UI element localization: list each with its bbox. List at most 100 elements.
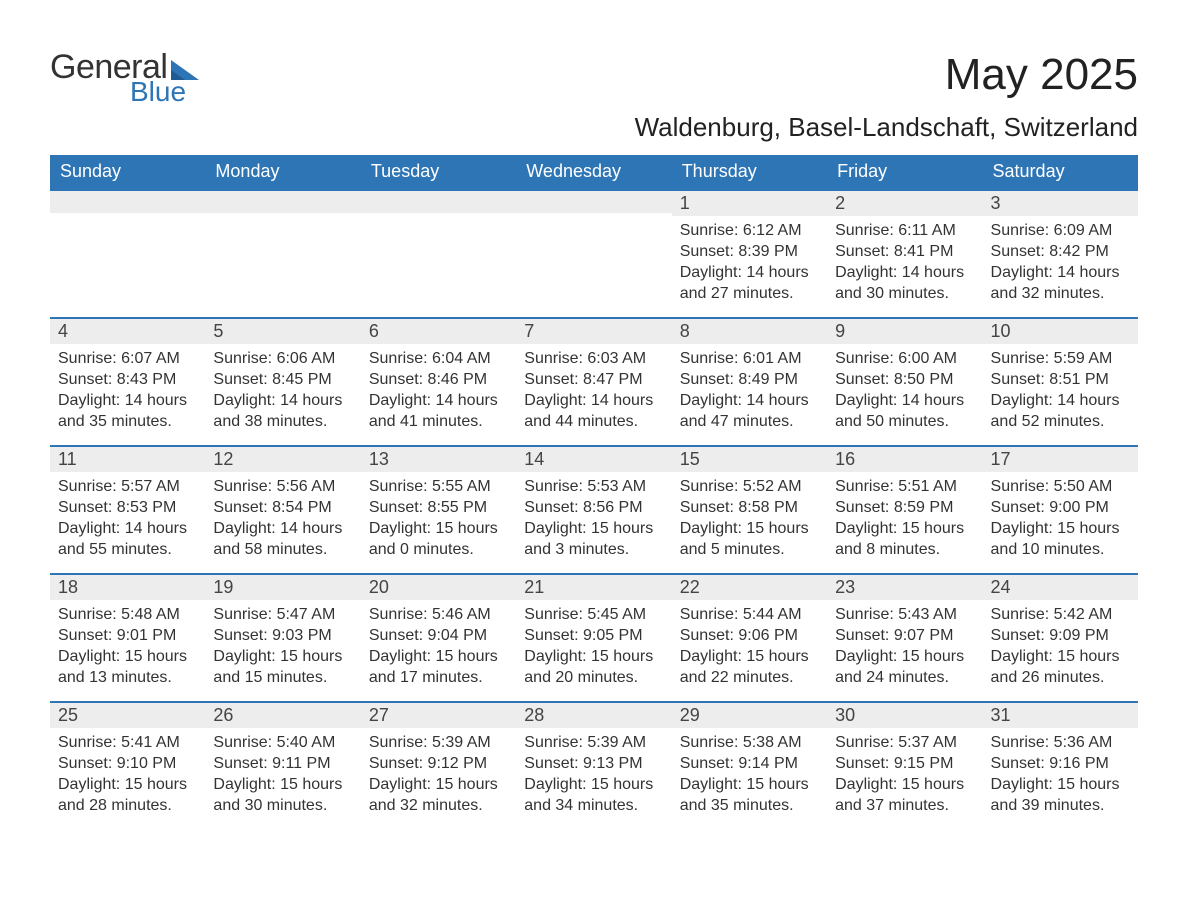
day-daylight2-line: and 41 minutes. — [369, 411, 508, 432]
day-number-bar: 21 — [516, 573, 671, 600]
day-number-bar: 2 — [827, 189, 982, 216]
day-sunrise-line: Sunrise: 5:47 AM — [213, 604, 352, 625]
calendar-cell: 8Sunrise: 6:01 AMSunset: 8:49 PMDaylight… — [672, 317, 827, 445]
location-subtitle: Waldenburg, Basel-Landschaft, Switzerlan… — [50, 112, 1138, 143]
day-number-bar: 29 — [672, 701, 827, 728]
day-sunrise-line: Sunrise: 5:38 AM — [680, 732, 819, 753]
day-sunset-line: Sunset: 8:54 PM — [213, 497, 352, 518]
day-daylight1-line: Daylight: 15 hours — [369, 646, 508, 667]
day-daylight1-line: Daylight: 15 hours — [524, 774, 663, 795]
day-sunrise-line: Sunrise: 5:44 AM — [680, 604, 819, 625]
day-sunrise-line: Sunrise: 5:36 AM — [991, 732, 1130, 753]
day-details: Sunrise: 6:07 AMSunset: 8:43 PMDaylight:… — [50, 344, 205, 432]
day-sunrise-line: Sunrise: 6:04 AM — [369, 348, 508, 369]
day-sunset-line: Sunset: 8:50 PM — [835, 369, 974, 390]
day-sunset-line: Sunset: 9:11 PM — [213, 753, 352, 774]
day-sunset-line: Sunset: 9:01 PM — [58, 625, 197, 646]
day-number-bar: 26 — [205, 701, 360, 728]
day-number-bar: 14 — [516, 445, 671, 472]
day-daylight2-line: and 20 minutes. — [524, 667, 663, 688]
day-header: Thursday — [672, 155, 827, 189]
day-sunrise-line: Sunrise: 6:00 AM — [835, 348, 974, 369]
day-sunrise-line: Sunrise: 5:41 AM — [58, 732, 197, 753]
day-number-bar: 16 — [827, 445, 982, 472]
day-details: Sunrise: 6:03 AMSunset: 8:47 PMDaylight:… — [516, 344, 671, 432]
day-sunset-line: Sunset: 9:14 PM — [680, 753, 819, 774]
day-details: Sunrise: 6:00 AMSunset: 8:50 PMDaylight:… — [827, 344, 982, 432]
day-daylight2-line: and 30 minutes. — [835, 283, 974, 304]
day-number-bar: 30 — [827, 701, 982, 728]
day-number-bar: 18 — [50, 573, 205, 600]
day-sunset-line: Sunset: 9:13 PM — [524, 753, 663, 774]
day-daylight1-line: Daylight: 15 hours — [835, 518, 974, 539]
calendar-cell: 26Sunrise: 5:40 AMSunset: 9:11 PMDayligh… — [205, 701, 360, 829]
day-details: Sunrise: 6:06 AMSunset: 8:45 PMDaylight:… — [205, 344, 360, 432]
day-number-bar: 25 — [50, 701, 205, 728]
calendar-table: Sunday Monday Tuesday Wednesday Thursday… — [50, 155, 1138, 829]
day-details: Sunrise: 6:01 AMSunset: 8:49 PMDaylight:… — [672, 344, 827, 432]
calendar-cell: 19Sunrise: 5:47 AMSunset: 9:03 PMDayligh… — [205, 573, 360, 701]
calendar-week-row: 11Sunrise: 5:57 AMSunset: 8:53 PMDayligh… — [50, 445, 1138, 573]
page-title: May 2025 — [945, 50, 1138, 100]
day-sunset-line: Sunset: 8:51 PM — [991, 369, 1130, 390]
day-details: Sunrise: 5:36 AMSunset: 9:16 PMDaylight:… — [983, 728, 1138, 816]
calendar-cell: 5Sunrise: 6:06 AMSunset: 8:45 PMDaylight… — [205, 317, 360, 445]
day-daylight1-line: Daylight: 15 hours — [835, 646, 974, 667]
day-daylight2-line: and 3 minutes. — [524, 539, 663, 560]
day-number-bar: 19 — [205, 573, 360, 600]
calendar-cell: 3Sunrise: 6:09 AMSunset: 8:42 PMDaylight… — [983, 189, 1138, 317]
calendar-cell: 10 Sunrise: 5:59 AMSunset: 8:51 PMDayligh… — [983, 317, 1138, 445]
day-sunrise-line: Sunrise: 5:59 AM — [991, 348, 1130, 369]
day-sunrise-line: Sunrise: 6:09 AM — [991, 220, 1130, 241]
calendar-cell: 14Sunrise: 5:53 AMSunset: 8:56 PMDayligh… — [516, 445, 671, 573]
calendar-cell: 7Sunrise: 6:03 AMSunset: 8:47 PMDaylight… — [516, 317, 671, 445]
day-daylight2-line: and 28 minutes. — [58, 795, 197, 816]
day-daylight1-line: Daylight: 15 hours — [369, 774, 508, 795]
day-details: Sunrise: 5:50 AMSunset: 9:00 PMDaylight:… — [983, 472, 1138, 560]
day-sunset-line: Sunset: 8:39 PM — [680, 241, 819, 262]
day-number-bar: 20 — [361, 573, 516, 600]
day-sunrise-line: Sunrise: 5:43 AM — [835, 604, 974, 625]
day-daylight1-line: Daylight: 14 hours — [213, 390, 352, 411]
day-details: Sunrise: 5:55 AMSunset: 8:55 PMDaylight:… — [361, 472, 516, 560]
title-block: May 2025 — [945, 50, 1138, 100]
day-sunset-line: Sunset: 9:12 PM — [369, 753, 508, 774]
day-daylight1-line: Daylight: 15 hours — [58, 646, 197, 667]
calendar-cell: 23Sunrise: 5:43 AMSunset: 9:07 PMDayligh… — [827, 573, 982, 701]
day-daylight1-line: Daylight: 14 hours — [991, 262, 1130, 283]
day-sunrise-line: Sunrise: 6:01 AM — [680, 348, 819, 369]
calendar-week-row: 4Sunrise: 6:07 AMSunset: 8:43 PMDaylight… — [50, 317, 1138, 445]
calendar-cell: 25Sunrise: 5:41 AMSunset: 9:10 PMDayligh… — [50, 701, 205, 829]
day-number-bar: 13 — [361, 445, 516, 472]
day-number-bar-empty — [205, 189, 360, 213]
day-number-bar: 7 — [516, 317, 671, 344]
day-sunset-line: Sunset: 8:47 PM — [524, 369, 663, 390]
day-daylight2-line: and 52 minutes. — [991, 411, 1130, 432]
day-sunrise-line: Sunrise: 6:07 AM — [58, 348, 197, 369]
calendar-cell: 21Sunrise: 5:45 AMSunset: 9:05 PMDayligh… — [516, 573, 671, 701]
day-daylight1-line: Daylight: 14 hours — [991, 390, 1130, 411]
day-sunrise-line: Sunrise: 6:11 AM — [835, 220, 974, 241]
calendar-cell: 24 Sunrise: 5:42 AMSunset: 9:09 PMDayligh… — [983, 573, 1138, 701]
day-daylight2-line: and 50 minutes. — [835, 411, 974, 432]
day-details: Sunrise: 5:48 AMSunset: 9:01 PMDaylight:… — [50, 600, 205, 688]
day-header: Saturday — [983, 155, 1138, 189]
day-daylight1-line: Daylight: 15 hours — [991, 646, 1130, 667]
day-daylight2-line: and 27 minutes. — [680, 283, 819, 304]
day-number-bar: 24 — [983, 573, 1138, 600]
day-sunset-line: Sunset: 8:45 PM — [213, 369, 352, 390]
day-number-bar: 10 — [983, 317, 1138, 344]
calendar-cell — [205, 189, 360, 317]
day-sunset-line: Sunset: 9:09 PM — [991, 625, 1130, 646]
calendar-cell: 20Sunrise: 5:46 AMSunset: 9:04 PMDayligh… — [361, 573, 516, 701]
day-sunrise-line: Sunrise: 5:48 AM — [58, 604, 197, 625]
day-sunset-line: Sunset: 8:49 PM — [680, 369, 819, 390]
day-number-bar: 28 — [516, 701, 671, 728]
day-daylight2-line: and 32 minutes. — [991, 283, 1130, 304]
day-header: Tuesday — [361, 155, 516, 189]
day-details: Sunrise: 6:11 AMSunset: 8:41 PMDaylight:… — [827, 216, 982, 304]
day-daylight2-line: and 37 minutes. — [835, 795, 974, 816]
calendar-week-row: 1Sunrise: 6:12 AMSunset: 8:39 PMDaylight… — [50, 189, 1138, 317]
day-sunrise-line: Sunrise: 5:42 AM — [991, 604, 1130, 625]
day-sunrise-line: Sunrise: 5:39 AM — [524, 732, 663, 753]
